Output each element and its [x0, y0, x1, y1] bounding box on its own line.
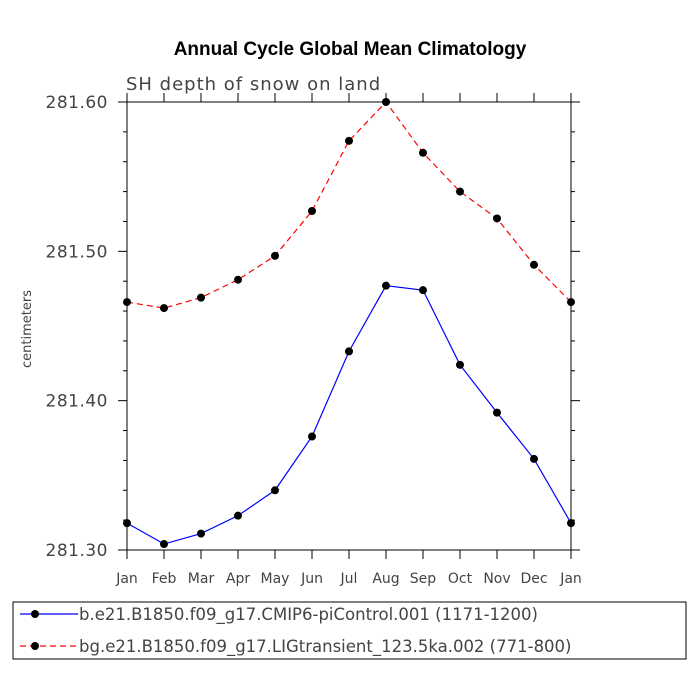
x-tick-label: Feb [152, 571, 177, 587]
chart-title: Annual Cycle Global Mean Climatology [174, 39, 527, 60]
series-2-point [197, 293, 205, 302]
legend-box [12, 601, 687, 660]
series-line-2 [126, 101, 572, 309]
series-1-point [271, 486, 279, 495]
series-1-point [382, 281, 390, 290]
series-2-point [567, 298, 575, 307]
x-tick-label: Dec [520, 571, 547, 587]
x-tick-label: Mar [188, 571, 215, 587]
x-tick-label: Jan [559, 571, 582, 587]
axis-ticks [118, 93, 580, 559]
series-2-point [160, 304, 168, 313]
x-tick-label: Aug [372, 571, 399, 587]
y-tick-labels: 281.30 281.40 281.50 281.60 [46, 93, 108, 561]
series-2-point [419, 148, 427, 157]
y-tick-label: 281.30 [46, 541, 108, 561]
x-tick-label: Oct [448, 571, 473, 587]
series-2-point [271, 251, 279, 260]
series-2-point [308, 207, 316, 216]
legend-label-2: bg.e21.B1850.f09_g17.LIGtransient_123.5k… [79, 637, 572, 657]
legend: b.e21.B1850.f09_g17.CMIP6-piControl.001 … [20, 605, 572, 657]
series-2-point [234, 275, 242, 284]
y-axis-label: centimeters [20, 290, 35, 368]
series-2-point [345, 136, 353, 145]
series-2-point [382, 98, 390, 106]
series-1-point [530, 454, 538, 463]
series-layer [123, 98, 575, 549]
series-1-point [123, 519, 131, 528]
series-1-point [345, 347, 353, 356]
series-2-point [530, 260, 538, 269]
legend-marker-2 [31, 642, 39, 650]
x-tick-label: Jul [340, 571, 358, 587]
series-1-point [308, 432, 316, 441]
series-1-point [456, 360, 464, 369]
series-line-1 [126, 285, 572, 545]
series-1-point [234, 511, 242, 520]
chart-subtitle: SH depth of snow on land [126, 74, 381, 95]
y-tick-label: 281.60 [46, 93, 108, 113]
series-1-point [197, 529, 205, 538]
series-2-point [456, 187, 464, 196]
y-tick-label: 281.50 [46, 242, 108, 262]
x-tick-label: Sep [410, 571, 437, 587]
legend-label-1: b.e21.B1850.f09_g17.CMIP6-piControl.001 … [79, 605, 538, 625]
plot-frame [126, 101, 572, 551]
x-tick-label: Jan [115, 571, 138, 587]
series-2-point [493, 214, 501, 223]
series-2-point [123, 298, 131, 307]
x-tick-labels: Jan Feb Mar Apr May Jun Jul Aug Sep Oct Nov Dec Jan [115, 571, 582, 587]
x-tick-label: May [261, 571, 290, 587]
x-tick-label: Nov [483, 571, 510, 587]
series-1-point [160, 540, 168, 549]
series-1-point [419, 286, 427, 295]
legend-marker-1 [31, 610, 39, 618]
series-1-point [493, 408, 501, 417]
series-1-point [567, 519, 575, 528]
y-tick-label: 281.40 [46, 392, 108, 412]
x-tick-label: Jun [300, 571, 323, 587]
x-tick-label: Apr [226, 571, 250, 587]
